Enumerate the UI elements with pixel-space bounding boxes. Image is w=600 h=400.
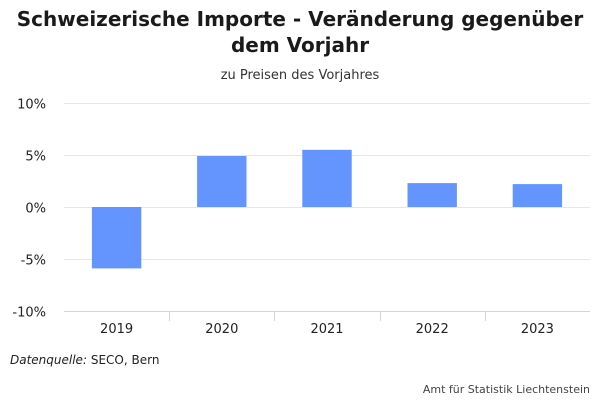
credit-text: Amt für Statistik Liechtenstein xyxy=(422,383,590,396)
chart-subtitle: zu Preisen des Vorjahres xyxy=(220,68,380,83)
x-tick-label: 2019 xyxy=(100,322,133,337)
bar-2023[interactable] xyxy=(512,184,563,207)
y-tick-label: -5% xyxy=(21,254,46,269)
y-tick-label: 10% xyxy=(17,98,46,113)
data-source: Datenquelle: SECO, Bern xyxy=(10,353,159,367)
bar-2020[interactable] xyxy=(197,156,247,207)
chart-title: Schweizerische Importe - Veränderung geg… xyxy=(16,7,584,57)
x-axis xyxy=(64,311,590,321)
y-tick-label: -10% xyxy=(12,306,46,321)
data-source-value: SECO, Bern xyxy=(90,353,160,367)
x-tick-label: 2023 xyxy=(521,322,554,337)
y-tick-label: 0% xyxy=(25,202,46,217)
bar-2022[interactable] xyxy=(407,183,457,207)
x-axis-labels: 2019 2020 2021 2022 2023 xyxy=(100,322,554,337)
y-axis-labels: 10% 5% 0% -5% -10% xyxy=(12,98,46,321)
x-tick-label: 2020 xyxy=(205,322,238,337)
data-source-label: Datenquelle: xyxy=(10,353,87,367)
bar-2019[interactable] xyxy=(91,207,142,269)
y-tick-label: 5% xyxy=(25,150,46,165)
x-tick-label: 2021 xyxy=(310,322,343,337)
bar-2021[interactable] xyxy=(302,149,352,207)
x-tick-label: 2022 xyxy=(416,322,449,337)
bar-series xyxy=(91,149,563,269)
